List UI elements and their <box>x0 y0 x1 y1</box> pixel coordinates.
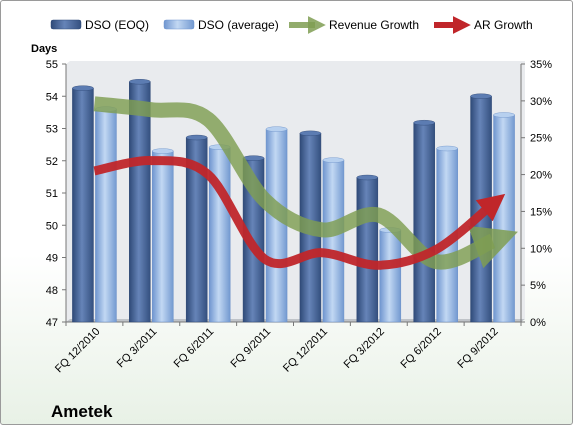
y-tick-label: 53 <box>46 124 58 136</box>
bar-dso-eoq-top <box>470 93 492 99</box>
y-tick-label: 50 <box>46 220 58 232</box>
line-ar-growth <box>93 156 506 270</box>
bar-dso-eoq <box>413 122 435 323</box>
x-tick-label: FQ 3/2011 <box>115 326 160 371</box>
y2-tick-label: 25% <box>530 133 552 145</box>
bar-dso-eoq-top <box>242 155 265 161</box>
bar-dso-average <box>493 114 515 323</box>
y2-tick-label: 5% <box>530 280 546 292</box>
y2-tick-label: 35% <box>530 59 552 71</box>
x-tick-label: FQ 3/2012 <box>342 326 387 371</box>
x-tick-label: FQ 12/2011 <box>281 326 330 375</box>
legend-label-ar-growth: AR Growth <box>474 18 533 32</box>
y2-tick-label: 10% <box>530 243 552 255</box>
y-tick-label: 47 <box>46 317 58 329</box>
x-tick-label: FQ 6/2011 <box>172 326 217 371</box>
bar-dso-eoq-top <box>129 79 151 85</box>
y-tick-label: 51 <box>46 188 58 200</box>
bar-dso-eoq <box>72 87 94 323</box>
legend-label-revenue-growth: Revenue Growth <box>329 18 419 32</box>
legend-item-ar-growth: AR Growth <box>434 16 533 34</box>
legend: DSO (EOQ) DSO (average) Revenue Growth A… <box>50 16 533 34</box>
y-tick-label: 55 <box>46 59 58 71</box>
bar-dso-average-top <box>265 126 288 132</box>
legend-label-dso-average: DSO (average) <box>198 18 279 32</box>
y2-tick-label: 30% <box>530 96 552 108</box>
y-tick-label: 48 <box>46 285 58 297</box>
bar-dso-average-top <box>152 148 174 154</box>
y-tick-label: 49 <box>46 253 58 265</box>
y-tick-label: 54 <box>46 91 58 103</box>
bar-dso-eoq-top <box>185 134 208 141</box>
y2-tick-label: 20% <box>530 170 552 182</box>
bar-dso-average <box>152 150 174 323</box>
y-axis-title: Days <box>31 43 57 55</box>
bar-dso-average <box>265 128 288 323</box>
bar-dso-average-top <box>436 145 458 152</box>
bar-dso-eoq <box>129 81 151 323</box>
legend-item-dso-eoq: DSO (EOQ) <box>50 18 149 32</box>
bar-dso-average <box>322 159 345 323</box>
plot-area: 47 48 49 50 51 52 53 54 55 0% 5% 10% 15% 20% 25% 30% 35%… <box>46 59 552 375</box>
bar-dso-average-top <box>322 157 345 163</box>
plot-floor <box>66 319 525 322</box>
legend-item-revenue-growth: Revenue Growth <box>289 16 419 34</box>
bar-dso-average <box>379 229 402 323</box>
bar-dso-average-top <box>493 112 515 118</box>
legend-label-dso-eoq: DSO (EOQ) <box>85 18 149 32</box>
bar-dso-average <box>95 108 117 323</box>
x-tick-label: FQ 9/2011 <box>229 326 274 371</box>
x-tick-label: FQ 9/2012 <box>455 326 500 371</box>
x-tick-label: FQ 12/2010 <box>53 326 103 376</box>
footer-title: Ametek <box>51 402 113 421</box>
legend-swatch-dso-eoq <box>50 19 82 30</box>
bar-dso-eoq-top <box>299 130 322 137</box>
bar-dso-eoq <box>356 177 379 323</box>
bar-dso-eoq-top <box>413 119 435 126</box>
bar-dso-eoq-top <box>72 85 94 91</box>
bar-dso-eoq-top <box>356 174 379 181</box>
line-revenue-growth <box>93 96 518 270</box>
y-tick-label: 52 <box>46 156 58 168</box>
x-tick-label: FQ 6/2012 <box>399 326 444 371</box>
y2-tick-label: 15% <box>530 206 552 218</box>
y2-tick-label: 0% <box>530 317 546 329</box>
legend-item-dso-average: DSO (average) <box>163 18 279 32</box>
legend-swatch-dso-average <box>163 19 195 30</box>
